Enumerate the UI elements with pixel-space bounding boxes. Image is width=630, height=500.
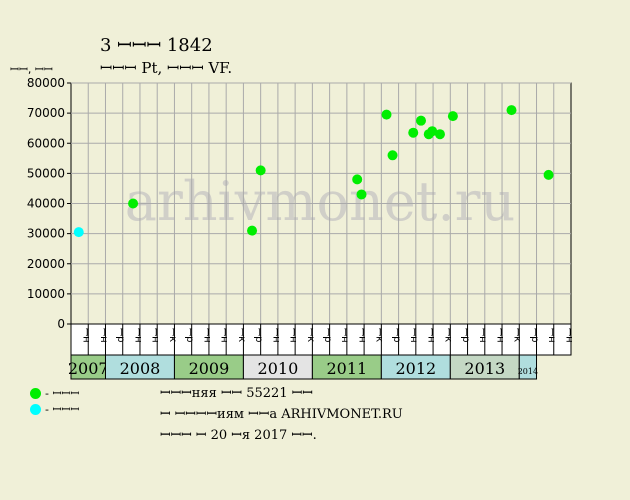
quarter-label: ꟷн bbox=[150, 328, 161, 343]
year-label: 2014 bbox=[518, 367, 538, 376]
chart-title: 3 ꟷꟷꟷ 1842 bbox=[100, 35, 213, 56]
data-point bbox=[255, 165, 266, 176]
legend: - ꟷꟷꟷ - ꟷꟷꟷ bbox=[30, 385, 79, 417]
data-point bbox=[73, 227, 84, 238]
quarter-label: ꟷн bbox=[477, 328, 488, 343]
data-point bbox=[387, 150, 398, 161]
quarter-label: ꟷр bbox=[115, 328, 126, 343]
note-line: ꟷꟷꟷняя ꟷꟷ 55221 ꟷꟷ bbox=[160, 386, 313, 401]
quarter-label: ꟷк bbox=[512, 328, 523, 342]
year-label: 2012 bbox=[395, 359, 436, 378]
quarter-label: ꟷн bbox=[132, 328, 143, 343]
data-point bbox=[381, 109, 392, 120]
quarter-label: ꟷк bbox=[374, 328, 385, 342]
year-label: 2013 bbox=[464, 359, 505, 378]
quarter-label: ꟷр bbox=[322, 328, 333, 343]
data-point bbox=[408, 127, 419, 138]
quarter-label: ꟷр bbox=[184, 328, 195, 343]
data-point bbox=[434, 129, 445, 140]
quarter-label: ꟷн bbox=[546, 328, 557, 343]
quarter-label: ꟷн bbox=[201, 328, 212, 343]
quarter-label: ꟷр bbox=[391, 328, 402, 343]
scatter-chart: arhivmonet.ru 0 10000 20000 30000 40000 50000 6… bbox=[27, 76, 574, 380]
year-label: 2009 bbox=[189, 359, 230, 378]
data-point bbox=[352, 174, 363, 185]
chart-subtitle: ꟷꟷꟷ Pt, ꟷꟷꟷ VF. bbox=[100, 59, 233, 77]
quarter-label: ꟷр bbox=[460, 328, 471, 343]
note-line: ꟷꟷꟷ ꟷ 20 ꟷя 2017 ꟷꟷ. bbox=[160, 428, 317, 443]
y-tick-label: 0 bbox=[57, 317, 65, 331]
data-point bbox=[543, 169, 554, 180]
year-cell bbox=[518, 354, 538, 380]
year-label: 2011 bbox=[327, 359, 368, 378]
legend-label: - ꟷꟷꟷ bbox=[45, 386, 80, 400]
quarter-label: ꟷк bbox=[305, 328, 316, 342]
data-point bbox=[506, 105, 517, 116]
quarter-label: ꟷн bbox=[425, 328, 436, 343]
data-point bbox=[447, 111, 458, 122]
legend-item-cyan: - ꟷꟷꟷ bbox=[30, 401, 79, 417]
y-tick-label: 40000 bbox=[27, 197, 65, 211]
quarter-label: ꟷн bbox=[339, 328, 350, 343]
legend-dot-icon bbox=[30, 387, 41, 399]
y-tick-label: 10000 bbox=[27, 287, 65, 301]
year-label: 2007 bbox=[68, 359, 109, 378]
quarter-label: ꟷн bbox=[81, 328, 92, 343]
data-point bbox=[427, 126, 438, 137]
year-cell bbox=[104, 354, 175, 380]
quarter-label: ꟷр bbox=[529, 328, 540, 343]
quarter-label: ꟷн bbox=[98, 328, 109, 343]
y-tick-label: 50000 bbox=[27, 166, 65, 180]
y-tick-label: 60000 bbox=[27, 136, 65, 150]
quarter-label: ꟷк bbox=[443, 328, 454, 342]
quarter-label: ꟷн bbox=[356, 328, 367, 343]
quarter-row bbox=[70, 323, 572, 356]
quarter-label: ꟷр bbox=[253, 328, 264, 343]
note-line: ꟷ ꟷꟷꟷꟷиям ꟷꟷа ARHIVMONET.RU bbox=[160, 407, 403, 422]
y-tick-label: 80000 bbox=[27, 76, 65, 90]
quarter-label: ꟷк bbox=[236, 328, 247, 342]
year-cell bbox=[173, 354, 244, 380]
legend-label: - ꟷꟷꟷ bbox=[45, 402, 80, 416]
quarter-label: ꟷн bbox=[563, 328, 574, 343]
quarter-label: ꟷн bbox=[408, 328, 419, 343]
year-label: 2008 bbox=[120, 359, 161, 378]
year-label: 2010 bbox=[258, 359, 299, 378]
data-point bbox=[416, 115, 426, 126]
legend-dot-icon bbox=[30, 403, 41, 415]
watermark-text: arhivmonet.ru bbox=[125, 170, 515, 233]
year-cell bbox=[449, 354, 520, 380]
year-cell bbox=[70, 354, 106, 380]
data-point bbox=[247, 225, 258, 236]
quarter-label: ꟷн bbox=[219, 328, 230, 343]
chart-notes: ꟷꟷꟷняя ꟷꟷ 55221 ꟷꟷ ꟷ ꟷꟷꟷꟷиям ꟷꟷа ARHIVMO… bbox=[160, 383, 403, 446]
quarter-label: ꟷн bbox=[288, 328, 299, 343]
y-tick-label: 70000 bbox=[27, 106, 65, 120]
y-tick-label: 20000 bbox=[27, 257, 65, 271]
quarter-label: ꟷн bbox=[270, 328, 281, 343]
quarter-label: ꟷн bbox=[494, 328, 505, 343]
data-point bbox=[128, 198, 139, 209]
y-tick-label: 30000 bbox=[27, 227, 65, 241]
data-point bbox=[356, 189, 367, 200]
y-axis-label: ꟷꟷ, ꟷꟷ bbox=[10, 63, 53, 76]
legend-item-green: - ꟷꟷꟷ bbox=[30, 385, 79, 401]
year-cell bbox=[311, 354, 382, 380]
quarter-label: ꟷк bbox=[167, 328, 178, 342]
